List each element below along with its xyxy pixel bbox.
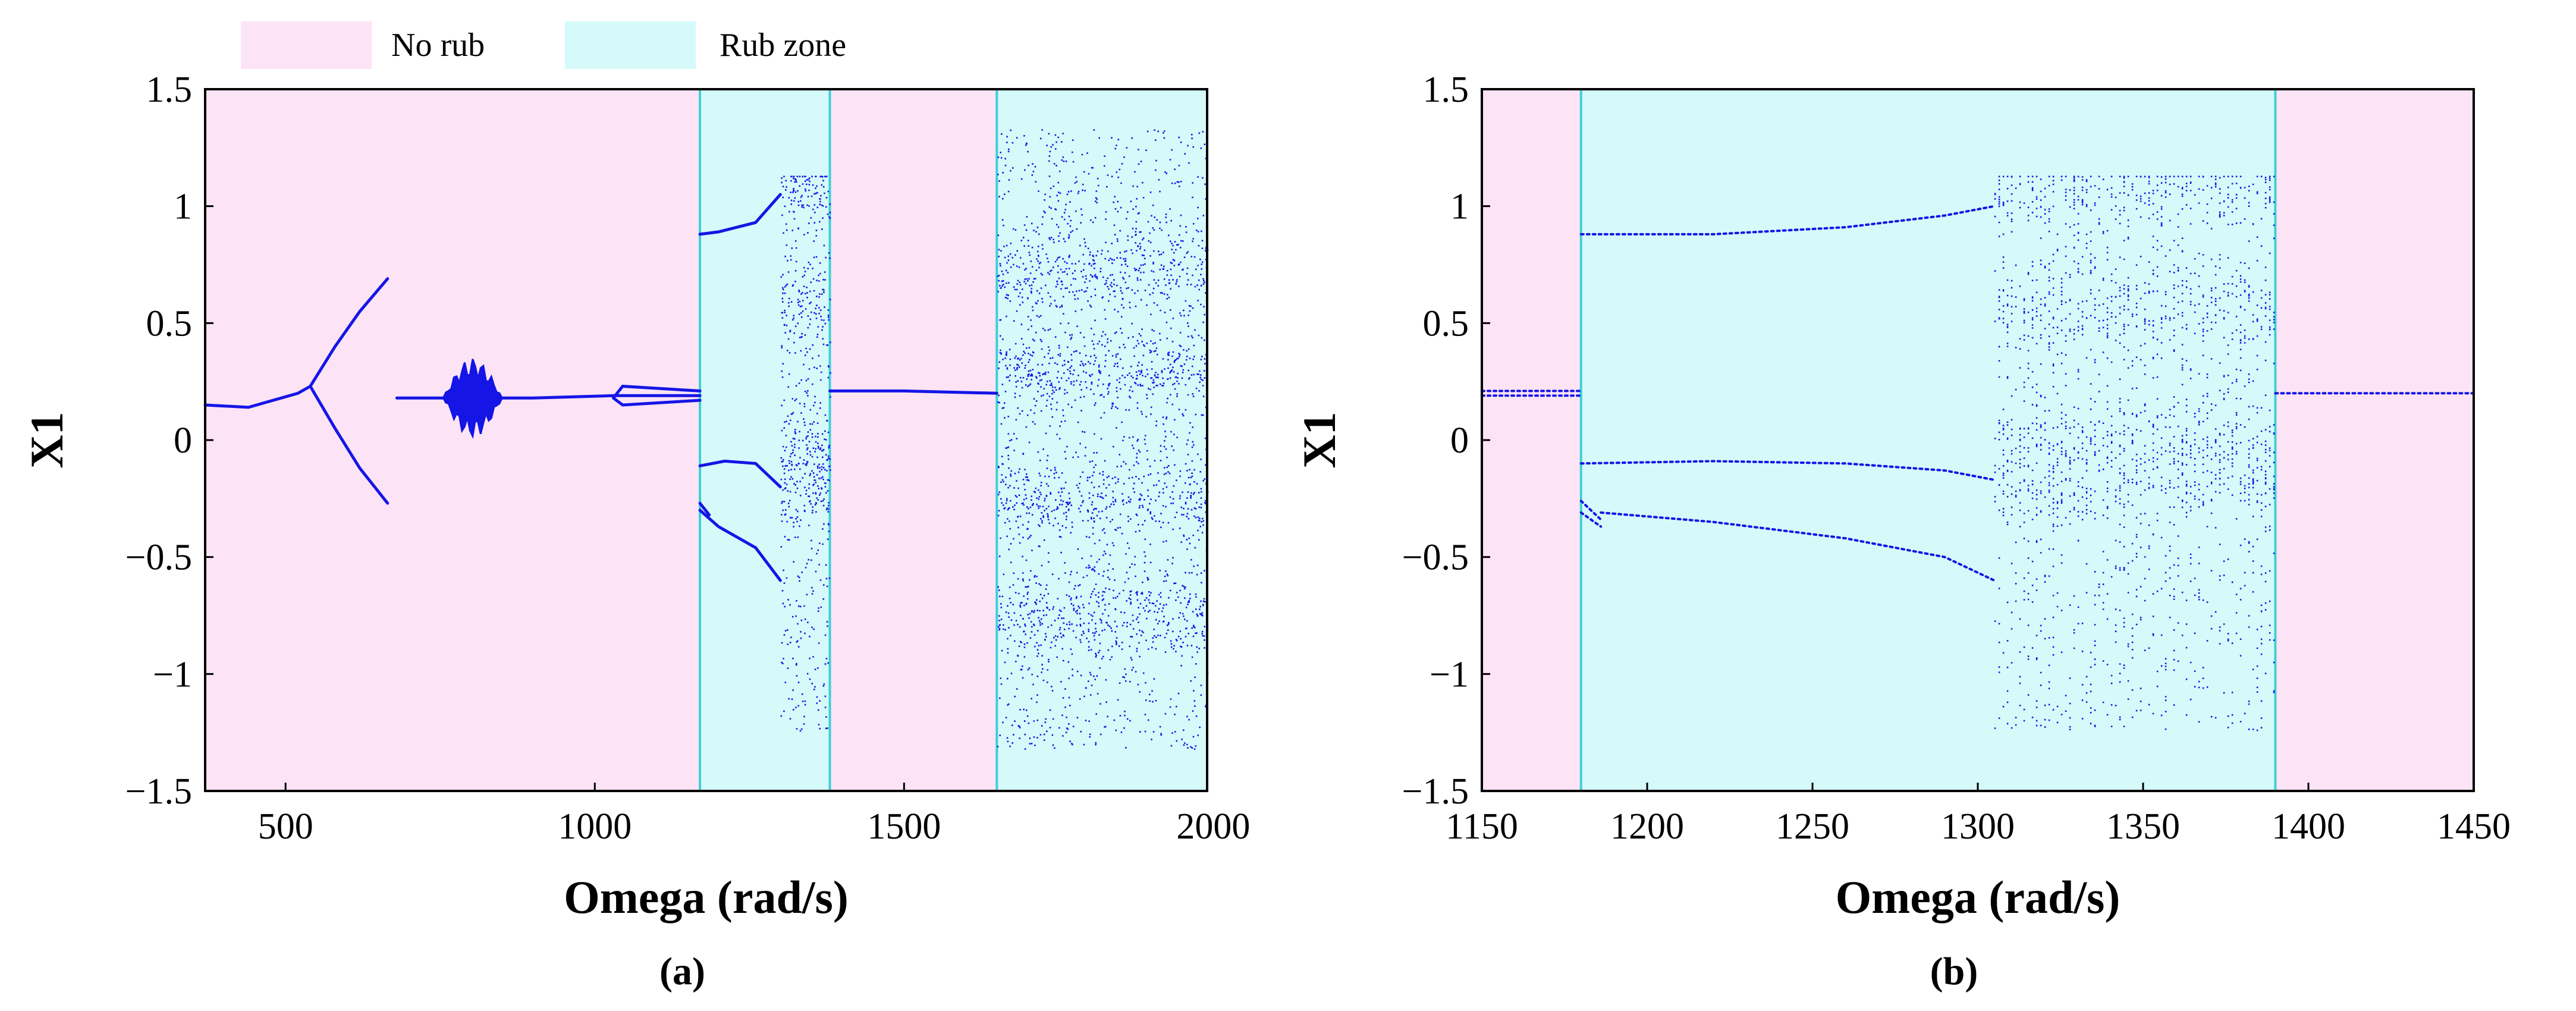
legend-label-rub: Rub zone [720, 27, 846, 64]
branch-9 [698, 501, 711, 517]
x-tick-label: 1300 [1941, 806, 2015, 847]
x-tick-label: 2000 [1176, 806, 1250, 847]
x-tick-label: 1200 [1610, 806, 1684, 847]
x-tick-label: 1400 [2272, 806, 2345, 847]
y-tick-label: 1 [1450, 187, 1469, 227]
y-tick-label: 1.5 [1423, 70, 1469, 110]
branch-7 [698, 459, 782, 489]
branch-10 [828, 389, 998, 395]
branch-3 [395, 394, 702, 400]
branch-3 [1579, 460, 1996, 481]
x-tick-label: 1250 [1776, 806, 1849, 847]
y-axis-label-b: X1 [1293, 412, 1345, 468]
x-tick-label: 1350 [2106, 806, 2180, 847]
data-points-b [1481, 175, 2475, 731]
y-tick-label: −1.5 [125, 771, 192, 812]
legend-swatch-rub [565, 21, 696, 69]
zone-rub-1 [1581, 89, 2276, 791]
y-tick-label: −1 [153, 654, 192, 695]
y-axis-label-a: X1 [21, 412, 73, 468]
branch-2 [1579, 205, 1996, 236]
branch-6 [698, 193, 782, 236]
subfigure-caption-a: (a) [659, 950, 705, 993]
axis-ticks-a: 500 1000 1500 2000 1.5 1 0.5 0 −0.5 −1 −1.5 [125, 70, 1251, 847]
y-tick-label: 0 [1450, 420, 1469, 461]
x-tick-label: 1000 [558, 806, 632, 847]
branch-6 [1600, 511, 1996, 582]
zone-no-rub-0 [1482, 89, 1581, 791]
zone-no-rub-2 [830, 89, 997, 791]
zone-no-rub-2 [2275, 89, 2474, 791]
legend: No rub Rub zone [241, 21, 846, 69]
branch-5 [612, 396, 702, 407]
bubble-region [442, 359, 503, 439]
data-points-a [203, 129, 1209, 750]
zone-rub-3 [997, 89, 1207, 791]
x-axis-label-a: Omega (rad/s) [564, 871, 849, 923]
y-tick-label: 1.5 [146, 70, 193, 110]
branch-4 [1579, 500, 1603, 521]
y-tick-label: 1 [174, 187, 192, 227]
branch-5 [1579, 511, 1603, 528]
branch-8 [698, 508, 782, 582]
chart-panel-a: 500 1000 1500 2000 1.5 1 0.5 0 −0.5 −1 −1.5 Omega … [21, 70, 1250, 993]
y-tick-label: −0.5 [1402, 538, 1469, 578]
y-tick-label: −0.5 [125, 538, 192, 578]
branch-4 [612, 384, 702, 400]
branch-0 [203, 385, 312, 409]
legend-label-no-rub: No rub [391, 27, 485, 64]
zones-b [1482, 89, 2474, 791]
branch-1 [309, 277, 389, 388]
branch-2 [309, 385, 389, 505]
legend-swatch-no-rub [241, 21, 372, 69]
zone-no-rub-0 [205, 89, 700, 791]
x-tick-label: 1150 [1446, 806, 1518, 847]
y-tick-label: −1.5 [1402, 771, 1469, 812]
zones-a [205, 89, 1207, 791]
chaotic-region-0 [780, 175, 831, 732]
y-tick-label: 0 [174, 420, 192, 461]
chart-panel-b: 1150 1200 1250 1300 1350 1400 1450 1.5 1 0.5 0 −0.5… [1293, 70, 2511, 993]
x-axis-label-b: Omega (rad/s) [1836, 871, 2121, 923]
axis-ticks-b: 1150 1200 1250 1300 1350 1400 1450 1.5 1 0.5 0 −0.5… [1402, 70, 2511, 847]
y-tick-label: 0.5 [146, 303, 193, 344]
zone-rub-1 [700, 89, 830, 791]
y-tick-label: −1 [1430, 654, 1469, 695]
x-tick-label: 500 [258, 806, 313, 847]
x-tick-label: 1500 [867, 806, 941, 847]
subfigure-caption-b: (b) [1930, 950, 1978, 993]
x-tick-label: 1450 [2437, 806, 2511, 847]
y-tick-label: 0.5 [1423, 303, 1469, 344]
